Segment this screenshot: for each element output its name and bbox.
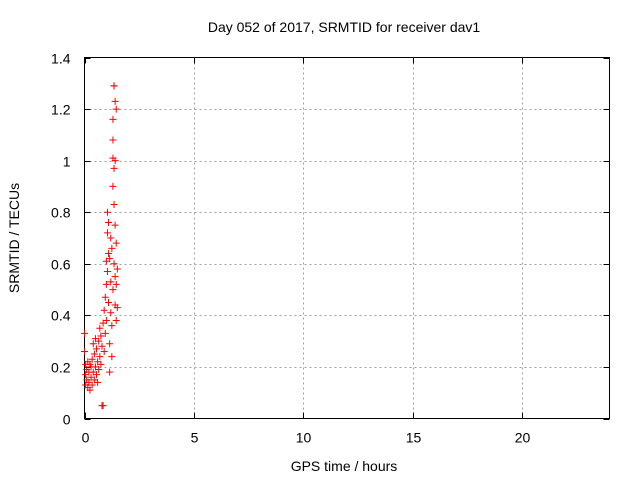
data-point [95, 366, 103, 374]
data-point [113, 265, 121, 273]
data-point [109, 115, 117, 123]
y-tick-label: 0.4 [51, 308, 71, 324]
data-point [111, 273, 119, 281]
data-point [88, 355, 96, 363]
x-axis-label: GPS time / hours [291, 458, 398, 474]
data-point [95, 337, 103, 345]
data-point [108, 244, 116, 252]
y-tick-label: 0.2 [51, 360, 71, 376]
chart-title: Day 052 of 2017, SRMTID for receiver dav… [208, 19, 481, 35]
data-point [106, 368, 114, 376]
data-point [112, 105, 120, 113]
data-point [90, 350, 98, 358]
data-point [105, 298, 113, 306]
data-point [112, 317, 120, 325]
data-point [93, 345, 101, 353]
data-point [106, 255, 114, 263]
data-point [110, 164, 118, 172]
y-axis-label: SRMTID / TECUs [6, 183, 22, 293]
data-point [93, 371, 101, 379]
plot-frame [84, 57, 610, 419]
data-point [107, 278, 115, 286]
data-point [88, 381, 96, 389]
x-tick-label: 0 [82, 430, 90, 446]
data-point [112, 239, 120, 247]
y-tick-label: 1 [63, 154, 71, 170]
data-point [94, 378, 102, 386]
data-point [98, 342, 106, 350]
data-point [99, 402, 107, 410]
data-point [97, 332, 105, 340]
y-tick-label: 1.4 [51, 51, 71, 67]
data-point [109, 286, 117, 294]
data-point [103, 268, 111, 276]
data-point [101, 293, 109, 301]
data-point [108, 322, 116, 330]
data-point [113, 304, 121, 312]
data-point [110, 260, 118, 268]
x-tick-label: 5 [191, 430, 199, 446]
data-point [102, 280, 110, 288]
data-point [112, 280, 120, 288]
y-tick-label: 0 [63, 412, 71, 428]
data-point [81, 329, 88, 337]
y-tick-label: 0.8 [51, 205, 71, 221]
data-point [86, 386, 94, 394]
data-point [81, 347, 88, 355]
data-point [105, 249, 113, 257]
data-points [81, 82, 121, 410]
data-point [107, 234, 115, 242]
data-point [89, 340, 97, 348]
data-point [102, 317, 110, 325]
data-point [111, 97, 119, 105]
x-tick-label: 20 [515, 430, 531, 446]
data-point [97, 360, 105, 368]
data-point [110, 200, 118, 208]
data-point [96, 324, 104, 332]
data-point [109, 182, 117, 190]
data-point [103, 229, 111, 237]
data-point [100, 306, 108, 314]
y-tick-label: 1.2 [51, 102, 71, 118]
data-point [105, 219, 113, 227]
data-point [96, 353, 104, 361]
y-tick-label: 0.6 [51, 257, 71, 273]
data-point [108, 353, 116, 361]
x-tick-label: 15 [406, 430, 422, 446]
data-point [111, 221, 119, 229]
data-point [107, 309, 115, 317]
data-point [106, 340, 114, 348]
grid-lines [84, 57, 610, 419]
data-point [103, 208, 111, 216]
data-point [101, 329, 109, 337]
data-point [109, 136, 117, 144]
data-point [100, 347, 108, 355]
axis-ticks: 0 0.2 0.4 0.6 0.8 1 1.2 1.4 0 5 10 15 20 [51, 51, 610, 446]
data-point [110, 82, 118, 90]
x-tick-label: 10 [296, 430, 312, 446]
data-point [111, 157, 119, 165]
